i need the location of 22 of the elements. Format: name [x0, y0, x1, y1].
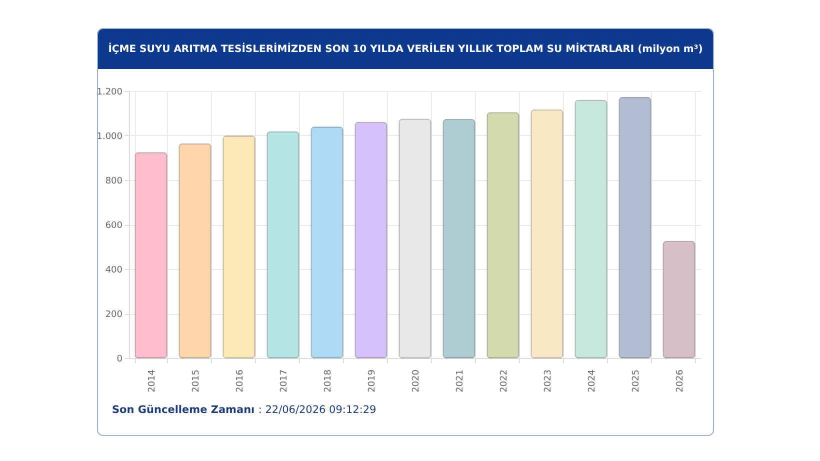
x-tick-label: 2026: [676, 369, 686, 392]
x-tick-label: 2014: [148, 369, 158, 392]
chart-title: İÇME SUYU ARITMA TESİSLERİMİZDEN SON 10 YILDA VERİLEN YILLIK TOPLAM SU MİKTARLARI (milyon m³): [98, 29, 713, 69]
x-tick-label: 2025: [632, 370, 642, 392]
x-tick-label: 2016: [236, 369, 246, 392]
y-tick-label: 1.000: [96, 132, 123, 142]
x-tick-label: 2017: [280, 370, 290, 392]
y-tick-label: 600: [105, 221, 123, 231]
y-tick-label: 200: [105, 310, 123, 320]
x-tick-label: 2024: [588, 369, 598, 392]
y-tick-label: 0: [116, 354, 123, 364]
y-tick-label: 1.200: [96, 88, 123, 98]
x-tick-label: 2021: [456, 370, 466, 392]
x-tick-label: 2015: [192, 370, 202, 392]
x-tick-label: 2020: [412, 369, 422, 392]
x-tick-label: 2019: [368, 369, 378, 392]
y-tick-label: 800: [105, 176, 123, 186]
text: Son Güncelleme Zamanı : 22/06/2026 09:12:29: [112, 404, 376, 416]
x-tick-label: 2023: [544, 370, 554, 392]
x-tick-label: 2018: [324, 369, 334, 392]
y-tick-label: 400: [105, 266, 123, 276]
x-tick-label: 2022: [500, 370, 510, 392]
